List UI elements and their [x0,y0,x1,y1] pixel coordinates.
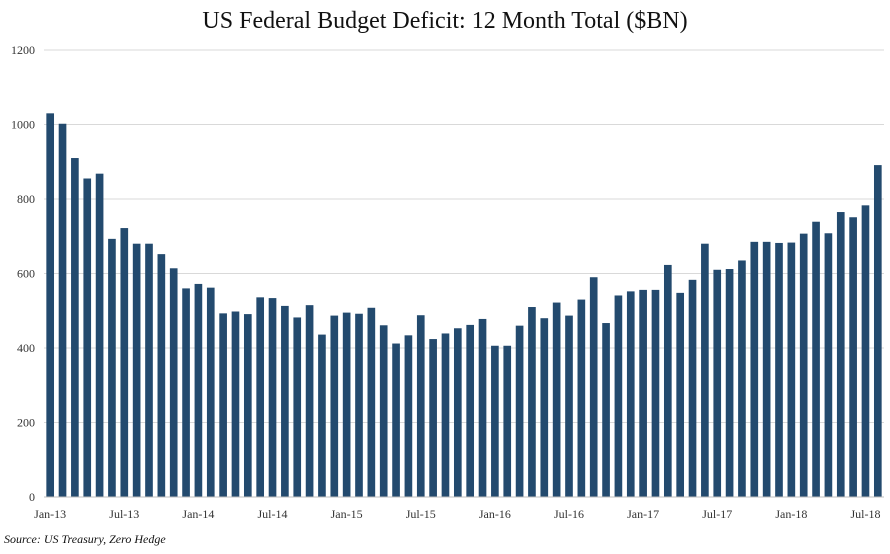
x-tick-label: Jan-14 [182,507,214,521]
bar-Mar-14 [219,313,227,497]
bar-Oct-15 [453,328,462,497]
bar-Apr-17 [676,292,685,497]
bar-Aug-17 [725,269,734,497]
bar-Mar-15 [367,307,376,497]
bar-May-15 [392,343,400,497]
bar-Sep-13 [145,243,153,497]
bar-Aug-15 [429,339,437,497]
bars [46,113,882,498]
bar-Oct-14 [305,305,314,497]
bar-Aug-13 [132,243,141,497]
bar-Apr-15 [379,325,388,497]
bar-Sep-17 [738,260,746,497]
bar-May-14 [243,314,252,497]
bar-Jul-14 [268,298,277,497]
y-tick-label: 600 [17,267,35,281]
bar-Aug-16 [577,299,586,497]
bar-Dec-17 [775,242,783,497]
x-tick-label: Jul-16 [554,507,584,521]
bar-Jul-16 [565,315,573,497]
bar-Apr-14 [231,311,240,497]
bar-Feb-13 [58,123,67,497]
y-tick-label: 200 [17,416,35,430]
x-tick-label: Jul-14 [258,507,288,521]
bar-Nov-16 [614,295,623,497]
bar-Feb-15 [355,313,363,497]
y-tick-label: 400 [17,341,35,355]
bar-Apr-16 [528,307,536,497]
bar-Oct-16 [602,323,610,497]
x-axis-tick-labels: Jan-13 Jul-13 Jan-14 Jul-14 Jan-15 Jul-15 Jan-… [34,507,880,521]
bar-Nov-17 [762,241,771,497]
bar-Sep-15 [441,333,450,497]
x-tick-label: Jan-16 [479,507,511,521]
bar-Sep-14 [293,317,302,497]
bar-Jan-15 [342,312,351,497]
bar-Jan-17 [639,289,647,497]
x-tick-label: Jul-18 [850,507,880,521]
y-tick-label: 800 [17,192,35,206]
bar-Mar-17 [663,264,672,497]
x-tick-label: Jan-13 [34,507,66,521]
bar-May-13 [95,173,104,498]
x-tick-label: Jul-13 [109,507,139,521]
y-tick-label: 1200 [11,43,35,57]
source-note: Source: US Treasury, Zero Hedge [4,532,166,546]
bar-Mar-16 [515,325,524,497]
bar-Apr-13 [83,178,92,497]
bar-Dec-16 [626,291,635,497]
x-tick-label: Jan-18 [775,507,807,521]
bar-Apr-18 [824,233,833,497]
bar-Jul-17 [713,269,722,497]
bar-Jun-13 [108,238,116,498]
x-tick-label: Jan-15 [331,507,363,521]
bar-Nov-15 [466,324,475,497]
bar-Jan-16 [491,345,499,497]
bar-Oct-17 [750,241,759,497]
bar-Dec-13 [182,288,190,497]
bar-Aug-18 [873,165,882,497]
bar-Jul-13 [120,228,129,497]
bar-Mar-18 [812,221,820,497]
x-tick-label: Jul-17 [702,507,732,521]
bar-May-18 [836,212,845,498]
bar-Dec-14 [330,315,339,497]
bar-May-16 [540,318,549,497]
x-tick-label: Jan-17 [627,507,659,521]
bar-Jul-15 [416,315,425,497]
bar-Feb-16 [503,345,512,497]
bar-Jun-15 [404,335,413,497]
bar-Nov-13 [169,268,178,497]
x-tick-label: Jul-15 [406,507,436,521]
bar-Jul-18 [861,205,870,497]
bar-Oct-13 [157,254,166,497]
bar-Jun-14 [256,297,265,497]
y-axis-tick-labels: 0 200 400 600 800 1000 1200 [11,43,35,504]
bar-Nov-14 [318,334,326,497]
bar-Feb-14 [206,287,215,497]
bar-Jun-18 [849,217,857,497]
chart-title: US Federal Budget Deficit: 12 Month Tota… [202,8,688,34]
bar-Jan-18 [787,242,796,497]
bar-Jun-16 [552,302,561,497]
bar-Mar-13 [71,158,79,497]
y-tick-label: 0 [29,490,35,504]
bar-Jun-17 [701,243,709,497]
bar-Feb-17 [651,289,660,497]
bar-Jan-13 [46,113,55,497]
bar-Aug-14 [281,305,289,497]
bar-Dec-15 [478,318,487,497]
bar-Sep-16 [589,277,598,497]
bar-Jan-14 [194,283,203,497]
bar-May-17 [688,279,697,497]
y-tick-label: 1000 [11,118,35,132]
bar-Feb-18 [799,233,808,497]
